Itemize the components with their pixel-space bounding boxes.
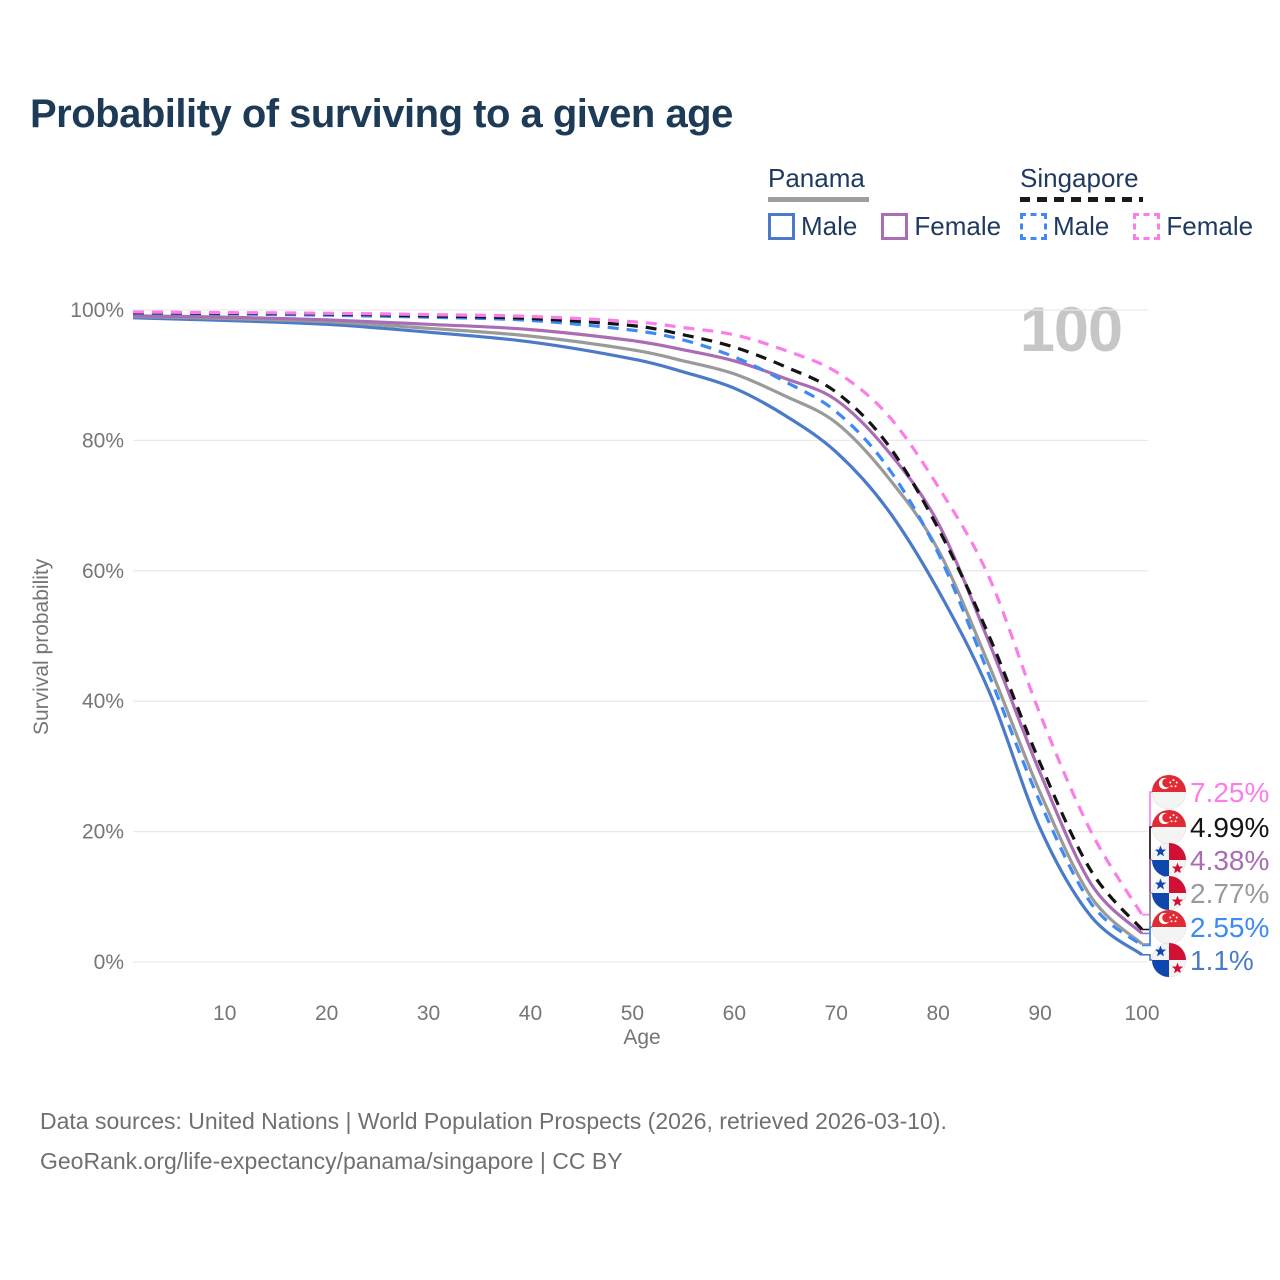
y-axis-title: Survival probability bbox=[30, 558, 53, 735]
panama-female-swatch bbox=[881, 213, 909, 240]
legend-group-title-singapore: Singapore bbox=[1020, 163, 1139, 193]
end-value-label-singapore-male: 2.55% bbox=[1190, 912, 1269, 943]
attribution-note: GeoRank.org/life-expectancy/panama/singa… bbox=[40, 1148, 623, 1174]
data-sources-note: Data sources: United Nations | World Pop… bbox=[40, 1108, 947, 1134]
leader-line-panama-both bbox=[1142, 892, 1153, 945]
star-shape bbox=[1171, 862, 1184, 874]
x-tick-30: 30 bbox=[417, 1002, 440, 1025]
y-tick-80%: 80% bbox=[82, 429, 124, 452]
star-shape bbox=[1171, 962, 1184, 974]
legend-group-panama: Panama Male Female bbox=[768, 163, 1001, 242]
x-axis-title: Age bbox=[623, 1026, 661, 1049]
y-tick-0%: 0% bbox=[94, 951, 124, 974]
series-line-panama-female bbox=[132, 314, 1144, 935]
legend-label-panama-female: Female bbox=[914, 211, 1002, 241]
y-tick-100%: 100% bbox=[70, 299, 124, 322]
page-title: Probability of surviving to a given age bbox=[30, 92, 733, 136]
x-tick-80: 80 bbox=[926, 1002, 949, 1025]
end-value-label-panama-female: 4.38% bbox=[1190, 845, 1269, 876]
x-tick-10: 10 bbox=[213, 1002, 236, 1025]
singapore-total-line-swatch bbox=[1020, 197, 1143, 202]
x-tick-40: 40 bbox=[519, 1002, 542, 1025]
x-tick-90: 90 bbox=[1028, 1002, 1051, 1025]
legend-group-title-panama: Panama bbox=[768, 163, 865, 193]
leader-line-singapore-male bbox=[1142, 926, 1153, 947]
end-value-label-panama-male: 1.1% bbox=[1190, 945, 1254, 976]
x-tick-70: 70 bbox=[825, 1002, 848, 1025]
singapore-male-swatch bbox=[1020, 213, 1047, 240]
legend-label-panama-male: Male bbox=[801, 211, 858, 241]
series-line-singapore-male bbox=[132, 311, 1144, 947]
x-tick-100: 100 bbox=[1124, 1002, 1159, 1025]
y-tick-60%: 60% bbox=[82, 560, 124, 583]
leader-line-panama-male bbox=[1142, 954, 1153, 961]
panama-male-swatch bbox=[768, 213, 795, 240]
highlighted-age-watermark: 100 bbox=[1019, 295, 1123, 365]
panama-total-line-swatch bbox=[768, 197, 869, 202]
legend-label-singapore-female: Female bbox=[1166, 211, 1254, 241]
star-shape bbox=[1154, 945, 1167, 957]
y-tick-20%: 20% bbox=[82, 821, 124, 844]
star-shape bbox=[1171, 895, 1184, 907]
y-tick-40%: 40% bbox=[82, 690, 124, 713]
series-line-panama-both bbox=[132, 314, 1144, 946]
panama-flag-icon bbox=[1151, 842, 1187, 878]
series-line-singapore-female bbox=[132, 310, 1144, 916]
end-value-label-singapore-female: 7.25% bbox=[1190, 777, 1269, 808]
series-line-singapore-both bbox=[132, 311, 1144, 931]
panama-flag-icon bbox=[1151, 942, 1187, 978]
singapore-flag-icon bbox=[1151, 909, 1187, 945]
star-shape bbox=[1154, 878, 1167, 890]
end-value-label-panama-both: 2.77% bbox=[1190, 878, 1269, 909]
singapore-flag-icon bbox=[1151, 809, 1187, 845]
legend-label-singapore-male: Male bbox=[1053, 211, 1110, 241]
leader-line-panama-female bbox=[1142, 859, 1153, 935]
legend-group-singapore: Singapore Male Female bbox=[1020, 163, 1253, 242]
leader-line-singapore-female bbox=[1142, 791, 1153, 916]
x-tick-20: 20 bbox=[315, 1002, 338, 1025]
series-line-panama-male bbox=[132, 316, 1143, 957]
singapore-flag-icon bbox=[1151, 774, 1187, 810]
singapore-female-swatch bbox=[1133, 213, 1161, 240]
end-value-label-singapore-both: 4.99% bbox=[1190, 812, 1269, 843]
star-shape bbox=[1154, 845, 1167, 857]
panama-flag-icon bbox=[1151, 875, 1187, 911]
x-tick-50: 50 bbox=[621, 1002, 644, 1025]
x-tick-60: 60 bbox=[723, 1002, 746, 1025]
